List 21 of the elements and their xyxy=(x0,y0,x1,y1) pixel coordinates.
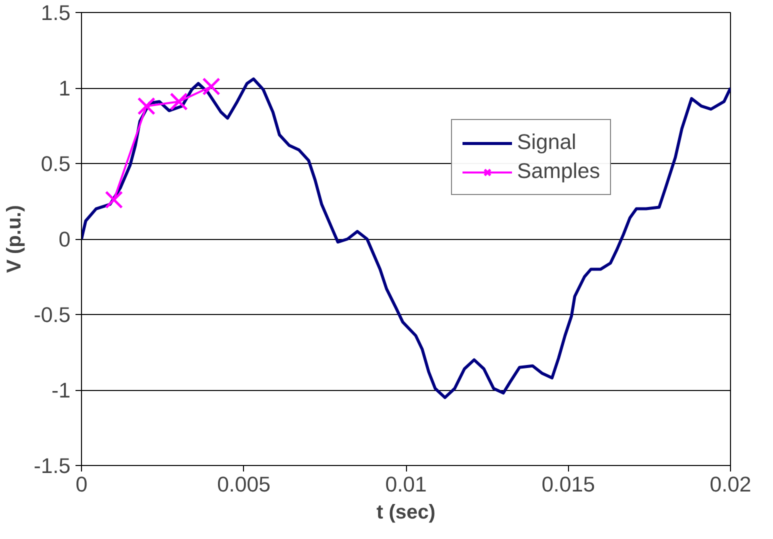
legend-label: Samples xyxy=(517,159,600,184)
y-tick-label: -1 xyxy=(52,378,71,402)
y-tick-label: 0 xyxy=(58,228,71,252)
legend-label: Signal xyxy=(517,130,576,155)
y-tick-label: -1.5 xyxy=(34,454,71,478)
x-tick-label: 0 xyxy=(76,472,88,496)
y-tick-label: 0.5 xyxy=(40,152,71,176)
line-series xyxy=(82,77,730,400)
point xyxy=(170,92,188,111)
x-tick-label: 0.01 xyxy=(385,472,427,496)
point xyxy=(202,77,220,96)
y-tick-label: 1 xyxy=(58,76,71,100)
y-axis-title: V (p.u.) xyxy=(4,205,26,273)
point xyxy=(104,190,123,209)
y-tick-label: -0.5 xyxy=(34,303,71,327)
point xyxy=(137,97,156,116)
x-tick-label: 0.005 xyxy=(217,472,270,496)
x-tick-label: 0.015 xyxy=(542,472,595,496)
x-tick-label: 0.02 xyxy=(710,472,752,496)
y-tick-label: 1.5 xyxy=(40,1,71,25)
x-axis-title: t (sec) xyxy=(376,502,436,524)
